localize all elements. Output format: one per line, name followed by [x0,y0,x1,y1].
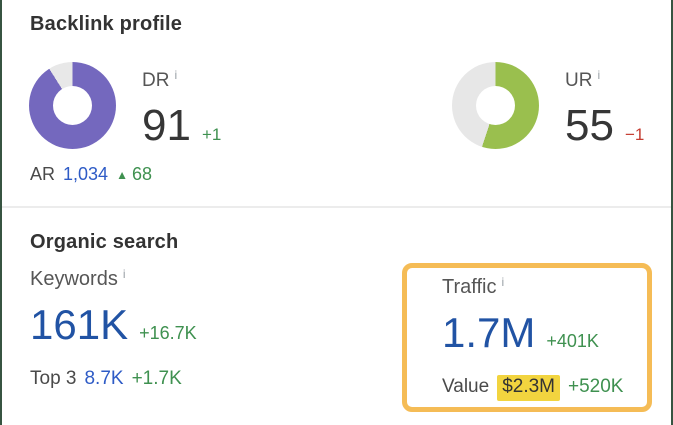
ur-info-icon[interactable]: i [597,68,601,82]
ur-delta: −1 [624,125,645,144]
ur-value-row: 55 −1 [565,103,644,149]
keywords-value[interactable]: 161K [30,301,129,348]
dr-metric: DR i 91 +1 [29,62,221,149]
ur-metric: UR i 55 −1 [452,62,644,149]
top3-delta: +1.7K [131,368,182,389]
traffic-value[interactable]: 1.7M [442,309,536,356]
keywords-label: Keywords i [30,267,126,290]
ar-label: AR [30,164,56,184]
dr-value-row: 91 +1 [142,103,221,149]
organic-search-title: Organic search [30,231,179,253]
top3-label: Top 3 [30,368,77,389]
dr-donut-chart [29,62,116,149]
top3-value[interactable]: 8.7K [84,368,124,389]
ur-donut-chart [452,62,539,149]
value-label: Value [442,376,490,397]
dr-info-icon[interactable]: i [174,68,178,82]
top3-row: Top 3 8.7K +1.7K [30,367,197,391]
traffic-delta: +401K [546,331,599,351]
ur-label: UR i [565,68,601,91]
ar-value[interactable]: 1,034 [63,164,109,184]
dr-label: DR i [142,68,178,91]
value-amount: $2.3M [497,375,560,401]
ar-delta: 68 [131,164,152,184]
keywords-value-row: 161K +16.7K [30,303,197,347]
value-delta: +520K [568,376,624,397]
dr-delta: +1 [201,125,222,144]
backlink-profile-title: Backlink profile [30,13,183,35]
traffic-callout-box: Traffic i 1.7M +401K Value $2.3M +520K [402,263,652,412]
ur-metric-text: UR i 55 −1 [565,62,644,149]
traffic-value-row-bottom: Value $2.3M +520K [442,375,637,401]
keywords-delta: +16.7K [139,323,197,343]
ar-delta-up-icon: ▲ [116,168,128,182]
traffic-value-row: 1.7M +401K [442,311,637,355]
ur-value: 55 [565,101,614,150]
dr-value: 91 [142,101,191,150]
keywords-column: Keywords i 161K +16.7K Top 3 8.7K +1.7K [30,267,197,391]
traffic-info-icon[interactable]: i [501,275,505,289]
traffic-label: Traffic i [442,275,505,298]
dr-metric-text: DR i 91 +1 [142,62,221,149]
ar-rank-row: AR 1,034 ▲ 68 [30,164,152,185]
section-divider [2,206,671,208]
keywords-info-icon[interactable]: i [122,267,126,281]
